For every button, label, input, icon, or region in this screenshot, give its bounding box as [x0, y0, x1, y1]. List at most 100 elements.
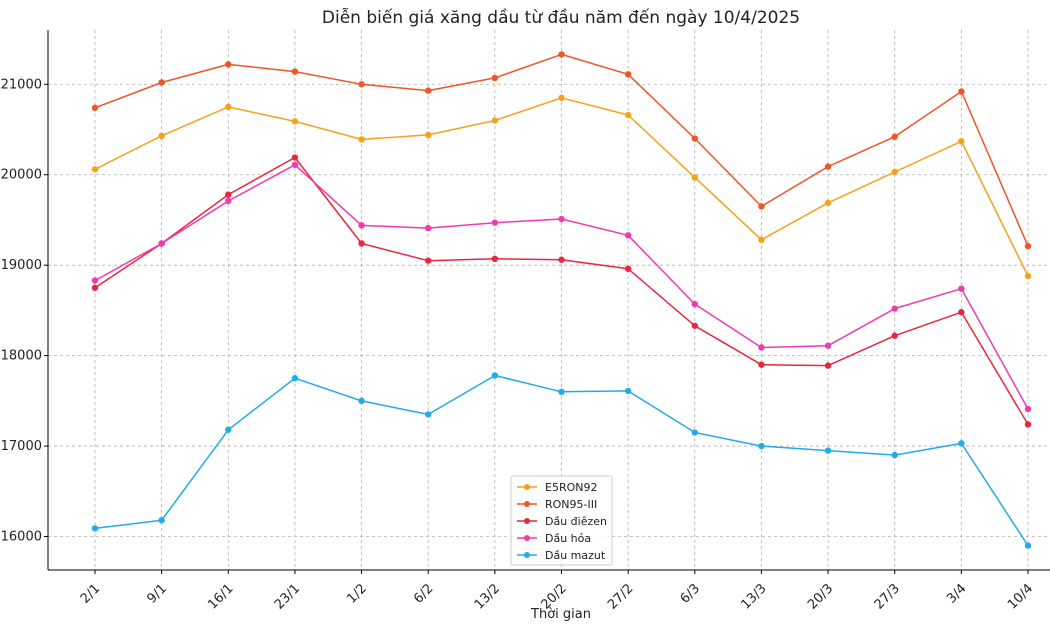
- series-4-point: [958, 440, 965, 447]
- series-3-point: [91, 277, 99, 284]
- series-1-point: [691, 135, 698, 142]
- chart-title: Diễn biến giá xăng dầu từ đầu năm đến ng…: [322, 7, 800, 28]
- series-2-point: [1024, 421, 1032, 428]
- series-1-point: [891, 133, 898, 140]
- axes: [47, 30, 1050, 571]
- x-tick-label: 2/1: [78, 581, 103, 606]
- series-2-point: [491, 255, 499, 263]
- x-tick-label: 20/3: [805, 581, 836, 612]
- legend-marker: [524, 552, 530, 558]
- series-3-point: [1024, 405, 1032, 413]
- series-4-point: [91, 525, 99, 532]
- series-3-point: [758, 344, 765, 351]
- series-1-point: [624, 71, 632, 78]
- x-tick-label: 1/2: [344, 581, 369, 606]
- x-tick-label: 3/4: [944, 581, 969, 606]
- series-0-point: [91, 166, 99, 173]
- series-4-point: [358, 397, 365, 405]
- series-0: [91, 94, 1032, 280]
- series-3: [91, 161, 1032, 413]
- series-2-point: [958, 309, 965, 316]
- series-0-point: [758, 236, 765, 244]
- series-2-point: [425, 257, 432, 264]
- series-3-point: [158, 240, 165, 247]
- legend-marker: [524, 484, 530, 490]
- series-4-point: [425, 411, 432, 418]
- series-2-point: [225, 191, 232, 198]
- legend-marker: [524, 535, 530, 541]
- series-1-point: [225, 61, 232, 68]
- series-4-point: [891, 451, 898, 459]
- series-3-point: [824, 342, 832, 349]
- legend-marker: [524, 518, 530, 524]
- series-1-point: [425, 87, 432, 94]
- series-3-point: [291, 161, 299, 168]
- legend-item: Dầu hỏa: [517, 532, 591, 545]
- series-3-point: [558, 215, 565, 223]
- series-3-point: [425, 224, 432, 232]
- series-1-point: [1024, 242, 1032, 250]
- x-tick-label: 6/3: [678, 581, 703, 606]
- y-tick-label: 21000: [1, 77, 42, 92]
- series-4-point: [491, 372, 499, 379]
- y-tick-label: 19000: [1, 258, 42, 273]
- legend-item: Dầu mazut: [517, 549, 606, 562]
- legend-item: E5RON92: [517, 481, 597, 494]
- series-2-point: [824, 362, 832, 369]
- series-2-point: [624, 265, 632, 272]
- series-1-point: [824, 163, 832, 170]
- series-0-point: [891, 168, 898, 176]
- series-0-point: [291, 118, 299, 125]
- legend-label: Dầu điêzen: [545, 515, 607, 528]
- series-0-point: [958, 138, 965, 145]
- series-1-point: [158, 79, 165, 86]
- legend-marker: [524, 501, 530, 507]
- legend-label: Dầu hỏa: [545, 532, 591, 545]
- series-0-point: [558, 94, 565, 102]
- x-tick-label: 27/3: [872, 581, 903, 612]
- x-tick-label: 10/4: [1005, 581, 1036, 612]
- series-1-point: [491, 74, 499, 82]
- y-tick-label: 17000: [1, 439, 42, 454]
- series-1-point: [758, 203, 765, 210]
- series: [91, 51, 1032, 549]
- series-2-point: [758, 361, 765, 368]
- series-4-point: [291, 375, 299, 382]
- x-tick-label: 13/3: [738, 581, 769, 612]
- x-tick-label: 16/1: [205, 581, 236, 612]
- series-0-point: [491, 117, 499, 124]
- legend-label: E5RON92: [545, 481, 597, 494]
- series-4-point: [691, 429, 698, 436]
- series-2-point: [291, 154, 299, 161]
- y-tick-label: 16000: [1, 530, 42, 545]
- y-tick-label: 18000: [1, 349, 42, 364]
- x-tick-label: 27/2: [605, 581, 636, 612]
- series-1-point: [558, 51, 565, 58]
- grid: [48, 30, 1050, 570]
- series-0-point: [824, 199, 832, 206]
- legend-label: RON95-III: [545, 498, 597, 511]
- x-tick-label: 6/2: [411, 581, 436, 606]
- series-2-point: [891, 332, 898, 339]
- legend-box: [510, 475, 613, 566]
- series-3-point: [358, 222, 365, 229]
- x-tick-label: 9/1: [144, 581, 169, 606]
- series-0-point: [158, 132, 165, 140]
- series-1-point: [291, 68, 299, 75]
- series-0-point: [425, 131, 432, 139]
- x-axis-title: Thời gian: [530, 607, 591, 622]
- y-tick-label: 20000: [1, 168, 42, 183]
- legend-item: RON95-III: [517, 498, 597, 511]
- y-ticks: 16000 17000 18000 19000 20000 21000: [1, 77, 48, 545]
- x-tick-label: 13/2: [472, 581, 503, 612]
- series-4: [91, 372, 1032, 549]
- series-3-point: [624, 232, 632, 239]
- series-2-point: [558, 256, 565, 263]
- series-4-point: [158, 517, 165, 524]
- series-4-point: [1024, 542, 1032, 549]
- series-2-point: [691, 322, 698, 329]
- series-0-point: [691, 174, 698, 181]
- series-3-point: [958, 285, 965, 292]
